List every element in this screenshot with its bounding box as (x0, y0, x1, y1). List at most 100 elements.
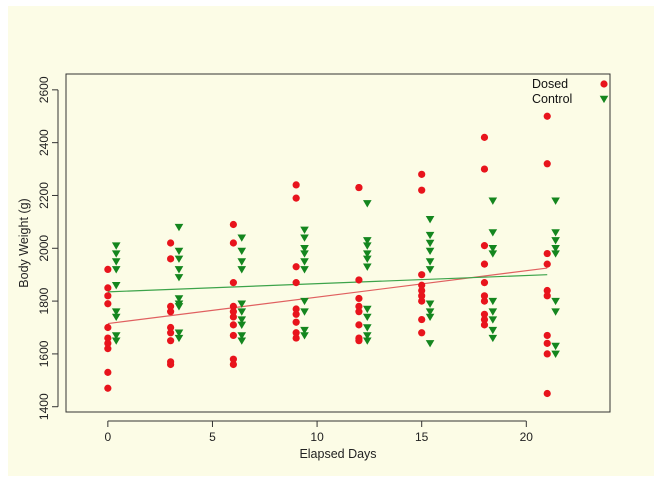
control-point (362, 332, 372, 340)
control-point (237, 300, 247, 308)
x-tick-label: 10 (310, 430, 324, 444)
dosed-point (292, 181, 300, 189)
dosed-point (480, 260, 489, 268)
control-point (174, 274, 184, 282)
control-point (488, 308, 498, 316)
dosed-point (104, 345, 112, 353)
control-point (237, 308, 247, 316)
dosed-point (355, 183, 363, 192)
x-tick-label: 20 (520, 430, 534, 444)
control-point (488, 316, 498, 324)
y-tick-label: 2400 (37, 129, 51, 156)
data-point-layer (104, 112, 560, 398)
control-point (488, 326, 498, 335)
dosed-point (543, 389, 551, 398)
control-point (174, 329, 184, 337)
dosed-point (355, 294, 363, 303)
control-point (300, 250, 309, 258)
dosed-point (480, 165, 489, 173)
legend-swatches (599, 80, 609, 104)
control-point (488, 229, 498, 237)
control-point (300, 258, 309, 266)
y-tick-label: 2600 (37, 76, 51, 103)
control-point (551, 229, 560, 237)
dosed-point (229, 313, 237, 321)
dosed-point (104, 384, 112, 392)
dosed-point (229, 360, 237, 369)
control-point (111, 332, 121, 340)
dosed-point (292, 329, 300, 337)
dosed-point (418, 329, 426, 337)
dosed-point (418, 281, 426, 289)
y-tick-label: 1600 (37, 340, 51, 367)
dosed-point (104, 323, 112, 332)
control-point (237, 247, 247, 256)
control-point (425, 313, 435, 322)
legend-swatch-dosed (600, 80, 608, 88)
control-point (362, 200, 372, 208)
control-point (362, 337, 372, 345)
control-point (300, 234, 309, 242)
dosed-point (292, 263, 300, 271)
control-point (174, 266, 184, 274)
dosed-point (292, 279, 300, 287)
x-tick-label: 15 (415, 430, 429, 444)
trend-line-control (107, 274, 548, 293)
control-point (300, 266, 309, 274)
control-point (300, 245, 309, 253)
control-point (174, 223, 184, 232)
control-point (551, 250, 560, 258)
dosed-point (292, 194, 300, 202)
control-point (425, 231, 435, 240)
dosed-point (480, 292, 489, 300)
dosed-point (167, 302, 175, 310)
dosed-point (229, 279, 237, 287)
control-point (111, 282, 121, 290)
dosed-point (355, 337, 363, 345)
control-point (111, 258, 121, 266)
control-point (300, 308, 309, 316)
dosed-point (480, 242, 489, 250)
dosed-point (543, 331, 551, 340)
control-point (174, 334, 184, 343)
control-point (300, 226, 309, 234)
dosed-point (543, 160, 551, 168)
dosed-point (418, 170, 426, 178)
control-point (111, 266, 121, 274)
dosed-point (229, 355, 237, 363)
control-point (174, 247, 184, 256)
control-point (111, 313, 121, 322)
dosed-point (104, 265, 112, 274)
control-point (488, 297, 498, 306)
dosed-point (480, 297, 489, 305)
control-point (425, 308, 435, 316)
dosed-point (292, 310, 300, 318)
control-point (174, 255, 184, 263)
control-point (551, 342, 560, 351)
scatter-chart: 0 5 10 15 20 1400 1600 1800 2000 2200 2400 2600 El… (17, 73, 611, 461)
dosed-point (229, 321, 237, 329)
dosed-point (480, 321, 489, 329)
dosed-point (167, 329, 175, 337)
dosed-point (167, 323, 175, 332)
x-axis: 0 5 10 15 20 (105, 420, 534, 444)
control-point (551, 308, 560, 316)
x-tick-label: 0 (105, 430, 112, 444)
control-point (111, 242, 121, 250)
dosed-point (355, 302, 363, 310)
y-tick-label: 1400 (37, 393, 51, 420)
dosed-point (480, 279, 489, 287)
control-point (300, 326, 309, 335)
legend-label-dosed: Dosed (532, 77, 568, 91)
dosed-point (229, 331, 237, 340)
control-point (425, 340, 435, 348)
control-point (237, 234, 247, 242)
control-point (425, 247, 435, 256)
control-point (362, 263, 372, 271)
control-point (111, 308, 121, 316)
control-point (362, 242, 372, 250)
dosed-point (418, 286, 426, 295)
control-point (174, 303, 184, 311)
control-point (237, 258, 247, 266)
dosed-point (104, 300, 112, 308)
